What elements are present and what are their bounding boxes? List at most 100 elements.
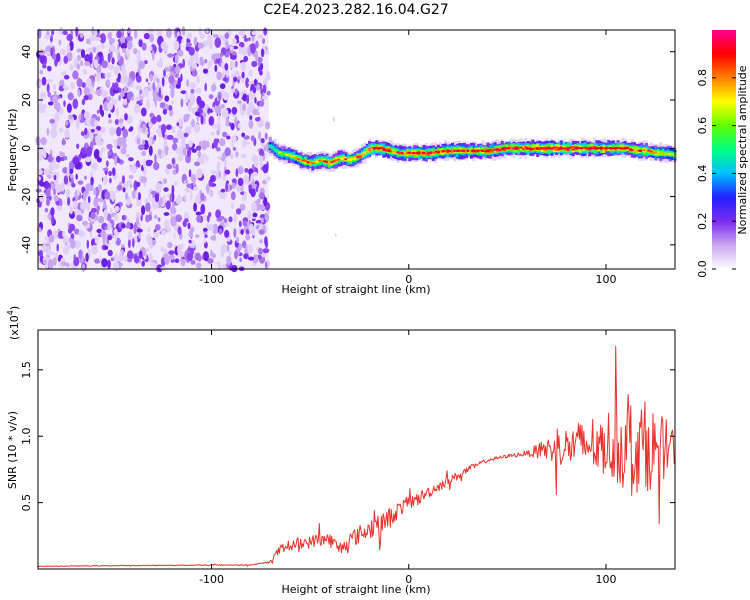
noise-blob	[234, 89, 238, 95]
noise-blob	[241, 71, 245, 79]
noise-blob	[195, 145, 202, 151]
noise-blob	[47, 78, 53, 83]
noise-blob	[72, 98, 79, 110]
noise-blob	[102, 73, 106, 79]
noise-blob	[47, 92, 52, 98]
noise-blob	[218, 228, 223, 235]
ridge-peak	[593, 147, 599, 150]
noise-blob	[80, 49, 86, 59]
noise-blob	[131, 189, 137, 199]
noise-blob	[214, 105, 222, 115]
noise-blob	[156, 29, 161, 36]
noise-blob	[211, 131, 215, 136]
noise-blob	[243, 253, 249, 260]
noise-blob	[256, 83, 261, 91]
noise-blob	[188, 239, 192, 244]
noise-blob	[230, 202, 234, 210]
noise-blob	[160, 41, 167, 50]
noise-blob	[189, 124, 193, 130]
noise-blob	[75, 173, 78, 180]
noise-blob	[241, 61, 246, 70]
noise-blob	[46, 83, 50, 93]
noise-blob	[248, 256, 255, 261]
noise-blob	[217, 91, 222, 102]
ridge-cell	[318, 160, 322, 162]
noise-blob	[258, 192, 266, 200]
noise-blob	[234, 60, 238, 68]
noise-blob	[244, 37, 249, 42]
noise-blob	[45, 197, 51, 207]
noise-blob	[110, 207, 113, 215]
noise-blob	[122, 187, 126, 193]
noise-blob	[266, 90, 271, 96]
noise-blob	[119, 35, 126, 44]
ridge-cell	[571, 146, 575, 149]
noise-blob	[146, 247, 149, 253]
noise-blob	[183, 113, 191, 118]
noise-blob	[202, 228, 208, 232]
noise-blob	[83, 95, 89, 101]
noise-blob	[148, 214, 153, 221]
noise-blob	[192, 181, 196, 187]
noise-blob	[49, 119, 55, 124]
noise-blob	[147, 28, 155, 34]
noise-blob	[93, 188, 97, 195]
ridge-cell	[304, 160, 308, 164]
noise-blob	[257, 247, 263, 255]
noise-blob	[229, 55, 237, 60]
noise-blob	[212, 106, 215, 112]
noise-blob	[157, 183, 163, 188]
noise-blob	[106, 73, 111, 79]
noise-blob	[126, 49, 131, 58]
noise-blob	[156, 114, 162, 123]
noise-blob	[120, 42, 127, 50]
noise-blob	[249, 115, 253, 120]
ridge-cell	[510, 147, 514, 150]
noise-blob	[37, 28, 42, 39]
noise-blob	[161, 77, 165, 87]
ridge-peak	[470, 149, 476, 152]
noise-blob	[250, 43, 256, 54]
noise-blob	[171, 100, 175, 105]
noise-blob	[135, 181, 141, 188]
snr-y-multiplier-base: (x10	[8, 315, 21, 340]
spectrogram-panel: -100 0 100 -40 -20 0 20 40 Height of straight …	[6, 26, 677, 296]
noise-blob	[187, 222, 191, 230]
colorbar-tick-label: 0.6	[696, 117, 709, 135]
ridge-peak	[628, 148, 633, 151]
noise-blob	[198, 100, 205, 109]
noise-blob	[90, 176, 94, 186]
noise-blob	[97, 184, 102, 192]
noise-blob	[129, 184, 133, 188]
ridge-cell	[342, 155, 346, 161]
noise-blob	[203, 251, 210, 262]
noise-blob	[217, 113, 221, 122]
colorbar-label: Normalized spectral amplitude	[736, 65, 749, 234]
noise-blob	[151, 239, 157, 245]
noise-blob	[42, 259, 47, 265]
noise-blob	[107, 249, 113, 257]
noise-blob	[191, 63, 198, 69]
noise-blob	[49, 251, 56, 256]
noise-blob	[102, 175, 109, 184]
noise-blob	[106, 101, 114, 111]
ridge-cell	[297, 158, 301, 161]
noise-blob	[59, 48, 66, 56]
noise-blob	[39, 81, 42, 87]
noise-blob	[50, 47, 54, 57]
noise-blob	[255, 40, 259, 49]
noise-blob	[226, 69, 229, 78]
noise-blob	[201, 140, 207, 151]
noise-blob	[70, 174, 74, 179]
noise-blob	[81, 147, 87, 154]
ridge-peak	[460, 149, 466, 152]
noise-blob	[211, 53, 217, 61]
ridge-cell	[562, 147, 566, 150]
ridge-cell	[365, 150, 369, 152]
noise-blob	[166, 163, 173, 170]
noise-blob	[174, 53, 179, 64]
noise-blob	[113, 228, 118, 235]
snr-series-line	[37, 345, 675, 568]
noise-blob	[47, 155, 54, 163]
noise-blob	[222, 77, 228, 82]
